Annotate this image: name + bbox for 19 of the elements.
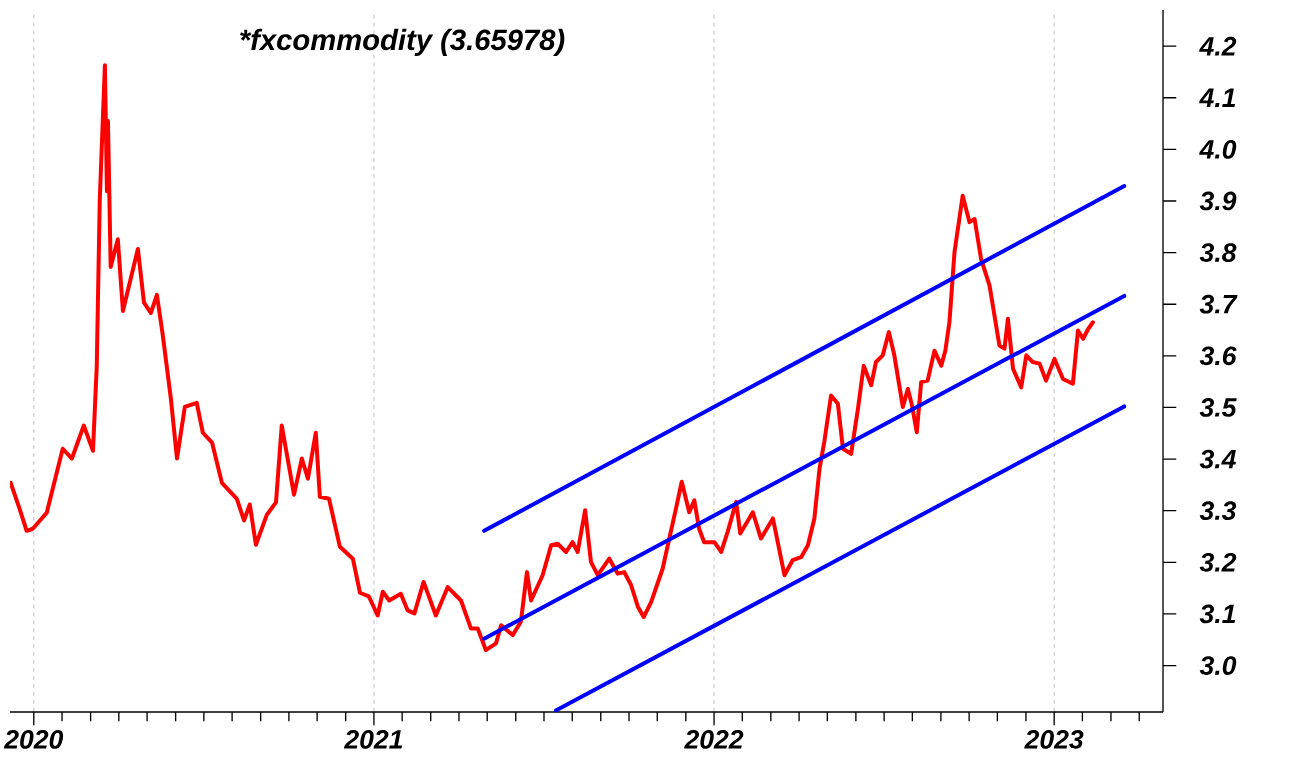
y-tick-label: 3.6 [1199, 346, 1237, 366]
y-tick-label: 3.3 [1199, 501, 1237, 521]
y-tick-label: 3.9 [1199, 191, 1237, 211]
y-tick-label: 4.1 [1199, 88, 1236, 107]
y-tick-label: 3.8 [1199, 243, 1237, 262]
y-tick-label: 3.4 [1199, 449, 1237, 469]
y-tick-label: 4.0 [1199, 139, 1237, 159]
y-tick-label: 3.5 [1199, 398, 1237, 417]
text: *fxcommodity (3.65978) [240, 28, 565, 56]
y-tick-label: 3.2 [1199, 552, 1237, 572]
y-tick-label: 3.1 [1199, 604, 1236, 624]
x-tick-label: 2022 [684, 729, 744, 749]
x-tick-label: 2023 [1024, 729, 1084, 749]
y-tick-label: 3.7 [1199, 294, 1238, 314]
y-tick-label: 4.2 [1199, 36, 1237, 56]
y-tick-label: 3.0 [1199, 656, 1237, 675]
x-tick-label: 2020 [3, 729, 64, 749]
x-tick-label: 2021 [343, 729, 403, 749]
line-series [10, 63, 1095, 653]
